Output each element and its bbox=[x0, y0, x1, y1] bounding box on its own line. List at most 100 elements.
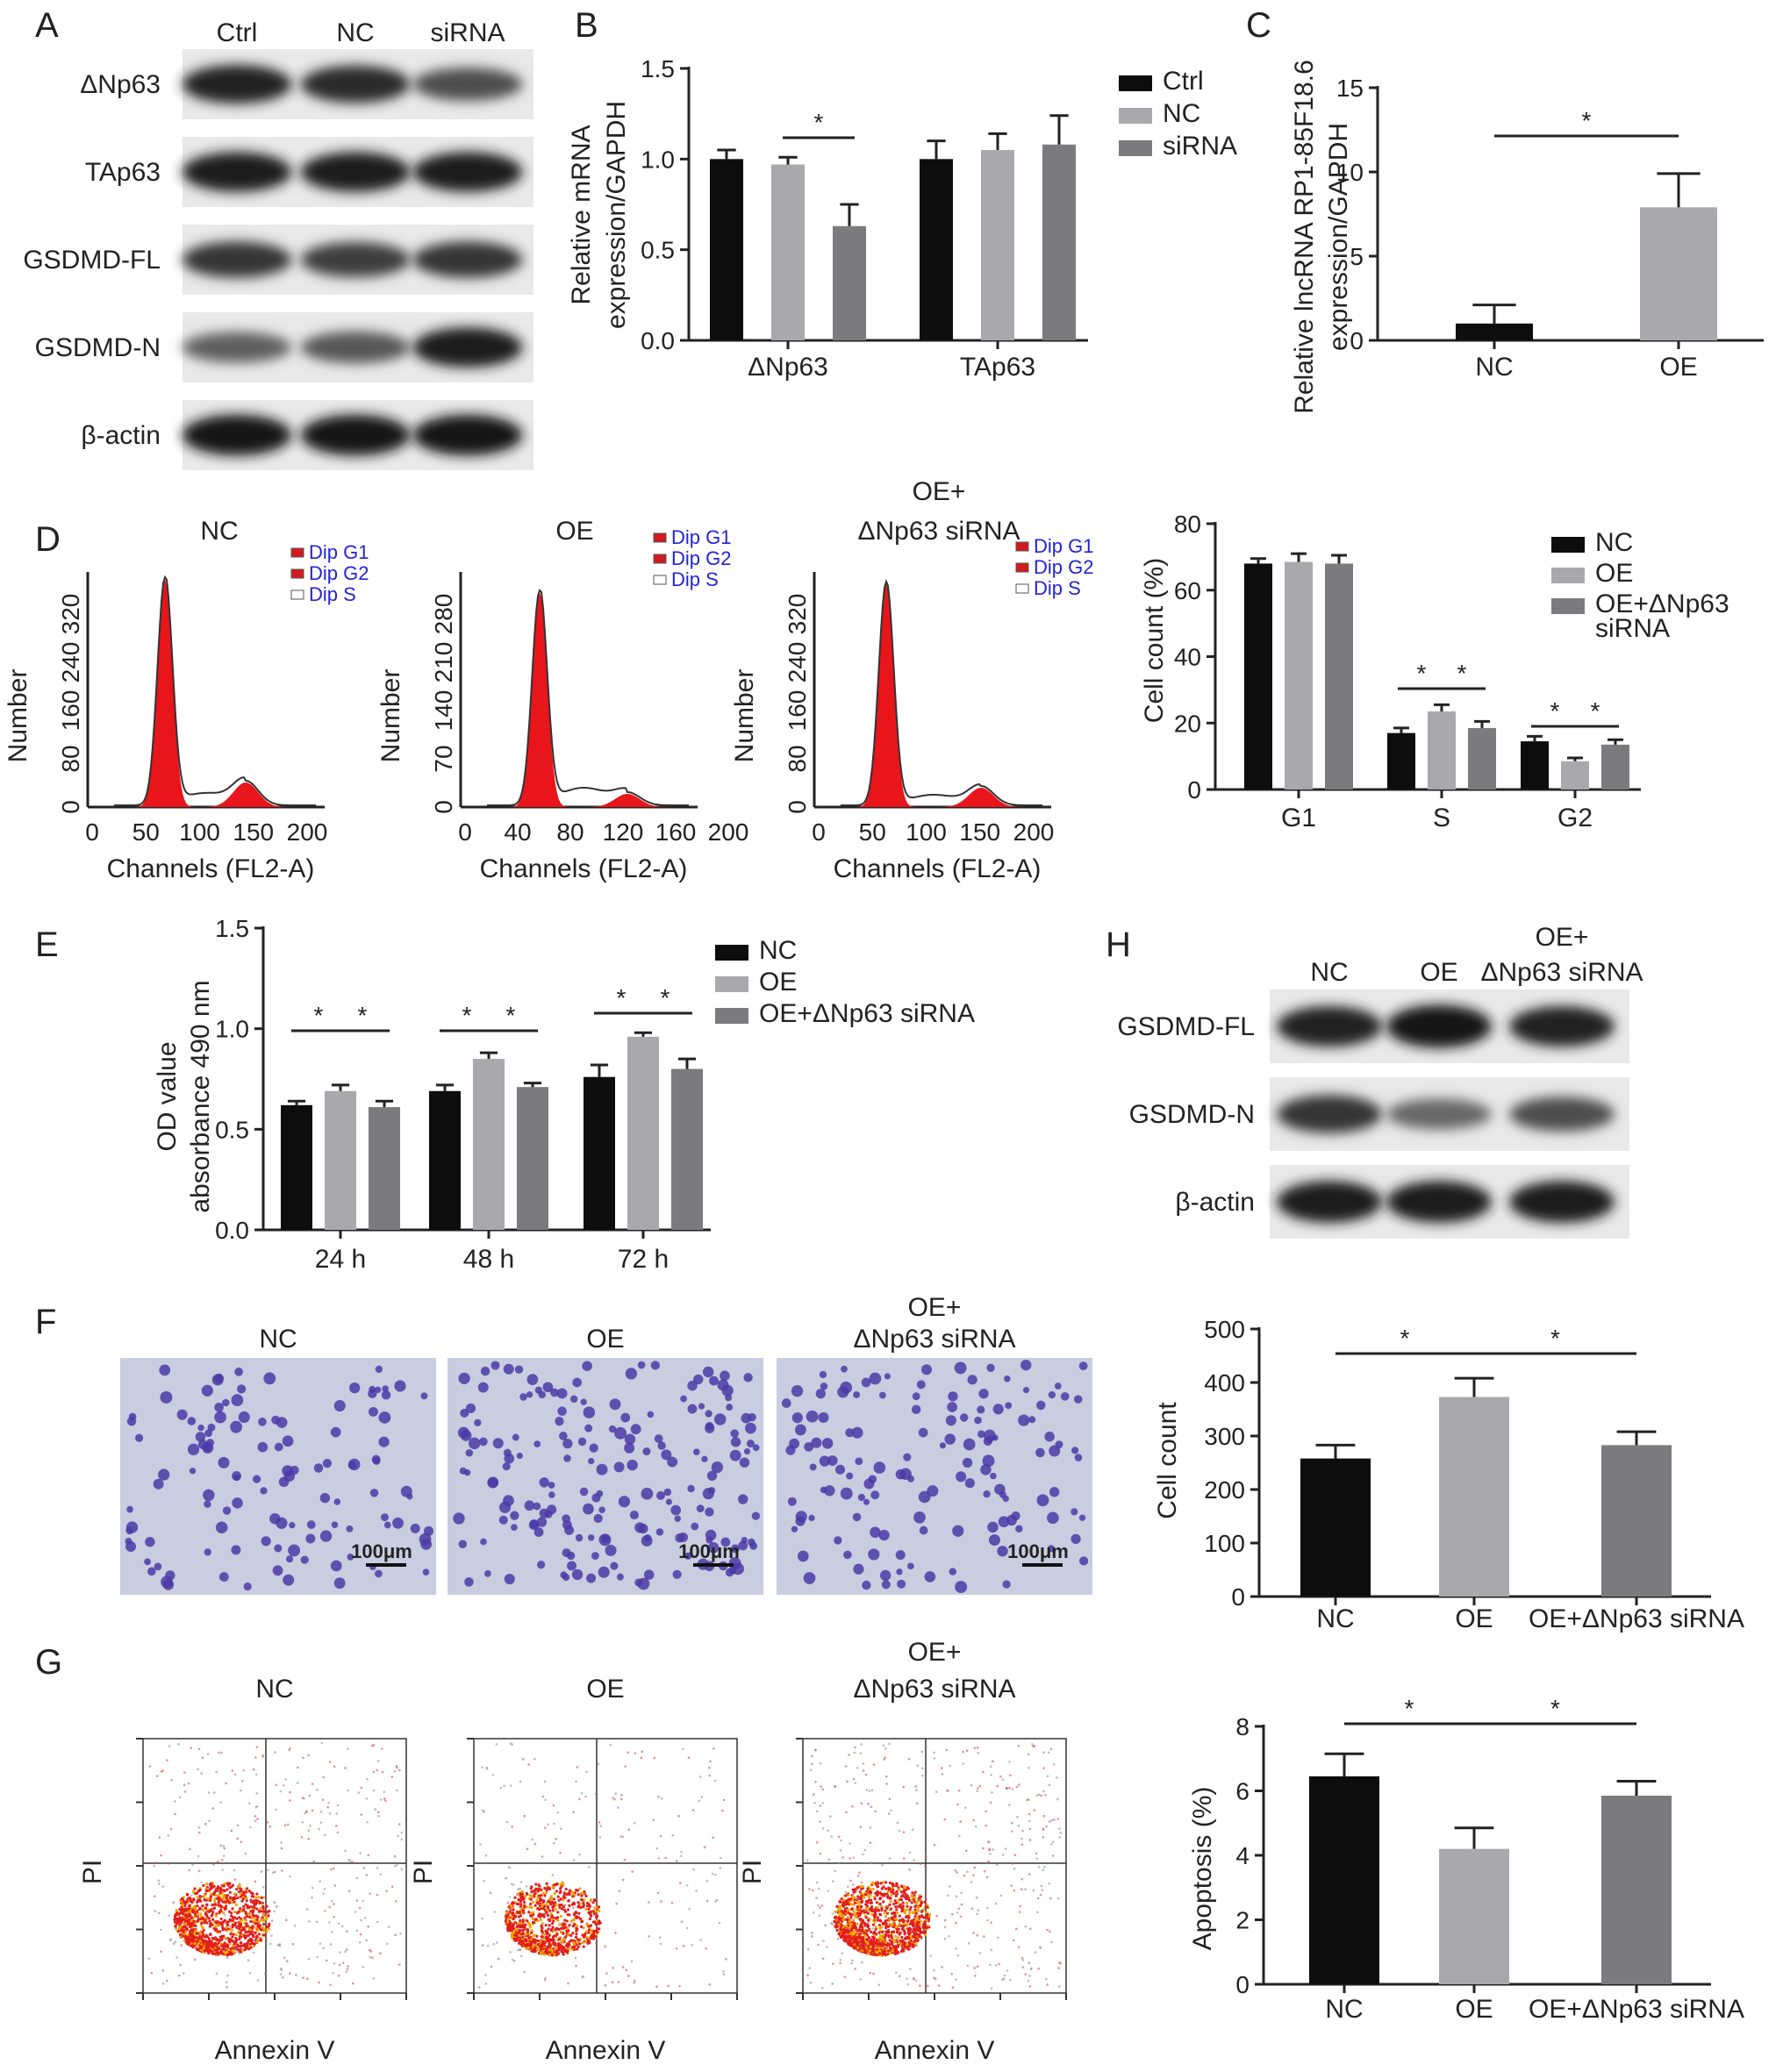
event bbox=[705, 1899, 709, 1903]
event bbox=[196, 1913, 199, 1917]
event bbox=[225, 1936, 228, 1940]
significance-star: * bbox=[1550, 697, 1560, 725]
event bbox=[582, 1904, 585, 1908]
event bbox=[338, 1963, 341, 1967]
event bbox=[578, 1942, 582, 1946]
event bbox=[895, 1908, 899, 1911]
event bbox=[921, 1767, 924, 1770]
event bbox=[231, 1949, 234, 1953]
event bbox=[185, 1893, 190, 1897]
event bbox=[228, 1896, 233, 1899]
event bbox=[604, 1983, 607, 1987]
event bbox=[856, 1895, 860, 1898]
event bbox=[883, 1758, 886, 1761]
event bbox=[866, 1899, 870, 1903]
event bbox=[233, 1924, 237, 1927]
cell bbox=[514, 1365, 524, 1374]
event bbox=[885, 1892, 889, 1896]
event bbox=[496, 1941, 498, 1944]
event bbox=[859, 1884, 863, 1889]
event bbox=[811, 1932, 813, 1934]
event bbox=[196, 1947, 199, 1952]
event bbox=[556, 1895, 560, 1898]
event bbox=[544, 1929, 548, 1933]
cell bbox=[608, 1425, 617, 1433]
cell bbox=[851, 1426, 863, 1439]
event bbox=[245, 1934, 248, 1938]
cell bbox=[533, 1527, 544, 1537]
legend-label: Ctrl bbox=[1163, 67, 1204, 96]
event bbox=[653, 1756, 656, 1760]
event bbox=[888, 1742, 891, 1746]
event bbox=[222, 1893, 226, 1897]
event bbox=[351, 1982, 354, 1985]
cell bbox=[333, 1498, 341, 1505]
cell bbox=[657, 1441, 666, 1450]
event bbox=[515, 1928, 519, 1932]
event bbox=[516, 1911, 519, 1914]
event bbox=[843, 1910, 848, 1913]
event bbox=[549, 1911, 553, 1916]
event bbox=[640, 1756, 643, 1760]
y-axis-label: Number bbox=[376, 669, 405, 763]
event bbox=[187, 1921, 190, 1925]
event bbox=[257, 1936, 261, 1939]
event bbox=[595, 1941, 598, 1945]
event bbox=[525, 1885, 528, 1888]
bar bbox=[1601, 1445, 1672, 1597]
event bbox=[192, 1898, 196, 1902]
event bbox=[541, 1945, 544, 1949]
event bbox=[150, 1971, 154, 1975]
y-tick-label: 0 bbox=[57, 800, 84, 814]
event bbox=[183, 1783, 186, 1787]
event bbox=[226, 1956, 229, 1960]
event bbox=[573, 1922, 576, 1926]
cell bbox=[381, 1390, 391, 1400]
event bbox=[232, 1933, 235, 1936]
event bbox=[847, 1893, 850, 1897]
event bbox=[262, 1910, 266, 1913]
event bbox=[256, 1925, 260, 1928]
event bbox=[1028, 1839, 1032, 1841]
event bbox=[587, 1907, 591, 1911]
cell bbox=[372, 1457, 381, 1465]
event bbox=[215, 1940, 219, 1944]
cell bbox=[222, 1506, 232, 1515]
event bbox=[221, 1926, 225, 1930]
event bbox=[812, 1793, 815, 1797]
event bbox=[856, 1946, 860, 1949]
cell bbox=[263, 1372, 276, 1385]
event bbox=[846, 1916, 849, 1919]
cell bbox=[1018, 1414, 1030, 1426]
event bbox=[249, 1910, 253, 1913]
cell bbox=[687, 1484, 695, 1493]
x-tick-label: 40 bbox=[504, 818, 531, 846]
event bbox=[197, 1747, 201, 1751]
event bbox=[620, 1793, 623, 1797]
event bbox=[289, 1799, 291, 1802]
event bbox=[899, 1903, 902, 1906]
event bbox=[545, 1882, 548, 1885]
event bbox=[526, 1919, 529, 1923]
event bbox=[531, 1920, 535, 1925]
cell bbox=[587, 1534, 595, 1541]
cell bbox=[588, 1457, 595, 1465]
event bbox=[525, 1905, 528, 1909]
cell bbox=[878, 1391, 886, 1399]
histogram-legend-label: Dip S bbox=[671, 568, 719, 590]
event bbox=[211, 1952, 214, 1955]
event bbox=[175, 1956, 178, 1959]
event bbox=[528, 1933, 532, 1936]
bar bbox=[517, 1087, 548, 1230]
event bbox=[220, 1938, 224, 1942]
event bbox=[254, 1756, 257, 1759]
event bbox=[880, 1930, 884, 1934]
event bbox=[882, 1942, 885, 1947]
event bbox=[821, 1788, 825, 1791]
cell bbox=[962, 1457, 973, 1468]
event bbox=[242, 1943, 246, 1947]
event bbox=[924, 1854, 927, 1857]
event bbox=[175, 1926, 178, 1931]
event bbox=[543, 1826, 547, 1829]
